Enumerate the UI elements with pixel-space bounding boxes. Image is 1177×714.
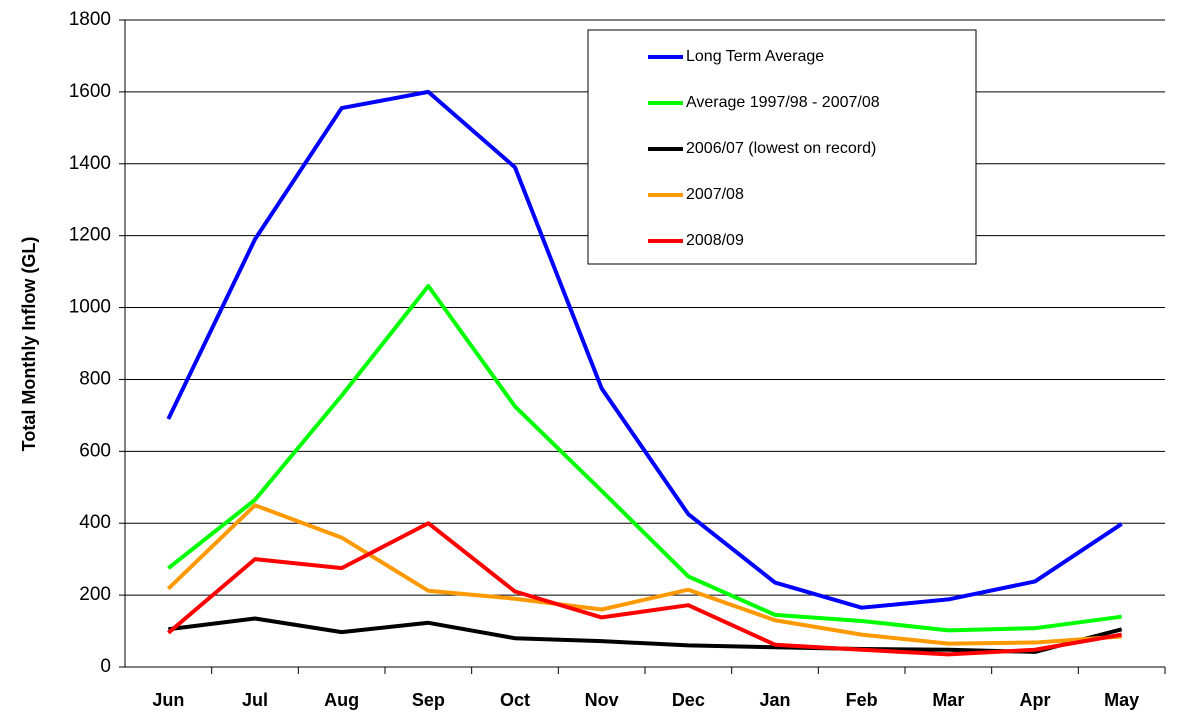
x-tick-label: Dec xyxy=(672,690,705,710)
legend-label: Long Term Average xyxy=(686,48,824,65)
y-tick-label: 1600 xyxy=(69,81,111,102)
x-tick-label: Feb xyxy=(846,690,878,710)
y-tick-label: 1400 xyxy=(69,153,111,174)
y-tick-label: 200 xyxy=(79,584,111,605)
series-line xyxy=(166,89,1123,610)
legend-label: 2006/07 (lowest on record) xyxy=(686,140,876,157)
y-tick-label: 800 xyxy=(79,368,111,389)
series-line xyxy=(168,616,1123,654)
y-tick-label: 600 xyxy=(79,440,111,461)
y-tick-label: 1800 xyxy=(69,9,111,30)
series-line xyxy=(167,521,1123,657)
x-tick-label: Mar xyxy=(932,690,964,710)
y-tick-label: 400 xyxy=(79,512,111,533)
x-tick-label: Jun xyxy=(152,690,184,710)
y-axis-label: Total Monthly Inflow (GL) xyxy=(19,237,39,452)
y-tick-label: 1200 xyxy=(69,225,111,246)
x-tick-label: Jan xyxy=(759,690,790,710)
legend-label: 2007/08 xyxy=(686,186,744,203)
x-tick-label: Apr xyxy=(1020,690,1051,710)
series-line xyxy=(166,503,1122,646)
x-tick-label: Oct xyxy=(500,690,530,710)
x-tick-label: Jul xyxy=(242,690,268,710)
x-tick-label: Nov xyxy=(585,690,619,710)
x-tick-label: May xyxy=(1104,690,1139,710)
y-tick-label: 0 xyxy=(100,656,111,677)
x-tick-label: Aug xyxy=(324,690,359,710)
legend-label: Average 1997/98 - 2007/08 xyxy=(686,94,880,111)
x-tick-label: Sep xyxy=(412,690,445,710)
series-line xyxy=(167,283,1122,633)
y-tick-label: 1000 xyxy=(69,297,111,318)
legend-label: 2008/09 xyxy=(686,232,744,249)
